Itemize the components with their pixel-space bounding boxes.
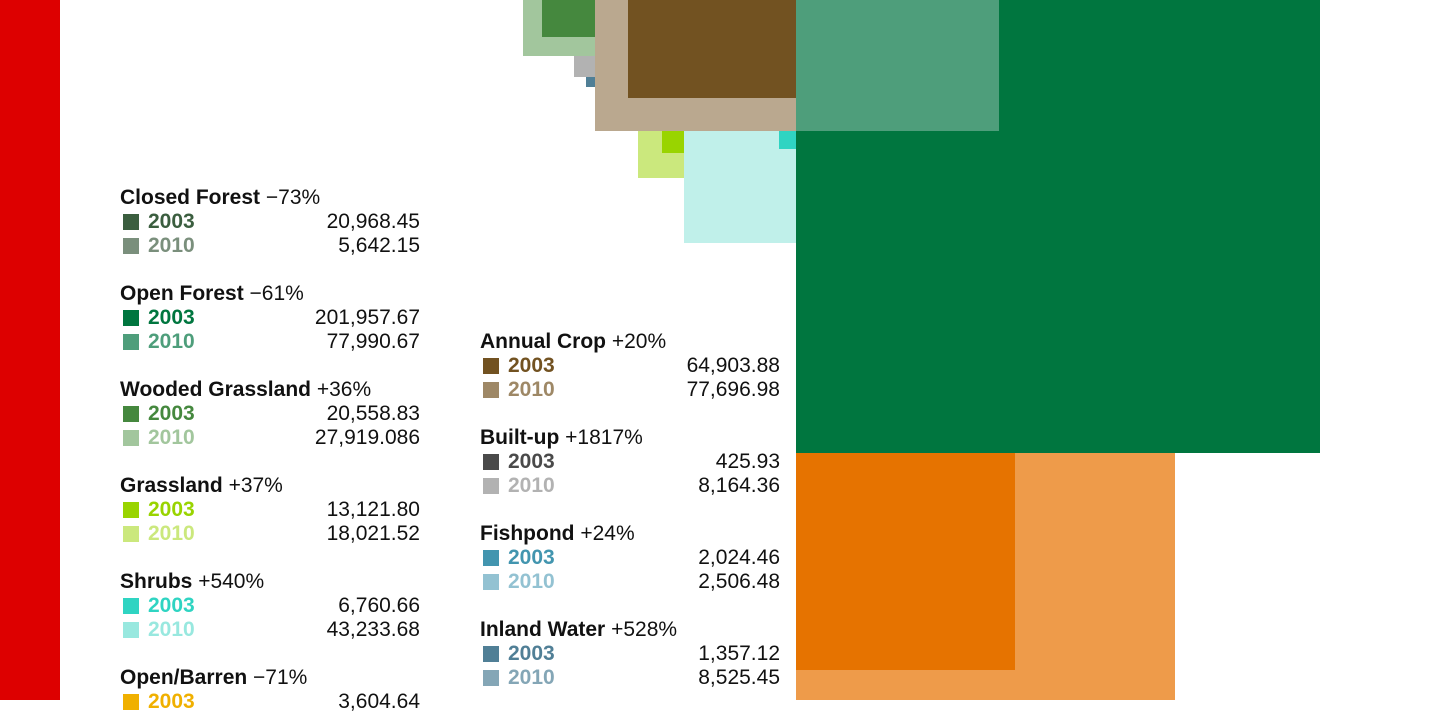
legend-grassland: Grassland +37% 2003 13,121.80 2010 18,021.…	[120, 474, 420, 545]
legend-title: Inland Water +528%	[480, 618, 678, 641]
swatch-2010	[483, 478, 499, 494]
square-annual-crop-2003	[628, 0, 798, 98]
legend-open-barren: Open/Barren −71% 2003 3,604.64	[120, 666, 420, 713]
swatch-2003	[123, 214, 139, 230]
legend-title: Grassland +37%	[120, 474, 283, 497]
legend-annual-crop: Annual Crop +20% 2003 64,903.88 2010 77,69…	[480, 330, 780, 401]
swatch-2003	[123, 502, 139, 518]
square-orange-2003	[796, 453, 1015, 670]
side-color-band	[0, 0, 60, 700]
legend-fishpond: Fishpond +24% 2003 2,024.46 2010 2,506.48	[480, 522, 780, 593]
square-open-forest-2010	[796, 0, 999, 131]
legend-title: Built-up +1817%	[480, 426, 643, 449]
swatch-2010	[123, 622, 139, 638]
square-built-up-2010	[574, 56, 598, 77]
swatch-2010	[123, 238, 139, 254]
legend-wooded-grassland: Wooded Grassland +36% 2003 20,558.83 2010…	[120, 378, 420, 449]
swatch-2003	[123, 694, 139, 710]
legend-closed-forest: Closed Forest −73% 2003 20,968.45 2010 5,6…	[120, 186, 420, 257]
swatch-2010	[123, 334, 139, 350]
legend-shrubs: Shrubs +540% 2003 6,760.66 2010 43,233.68	[120, 570, 420, 641]
square-inland-water	[586, 77, 598, 87]
legend-title: Shrubs +540%	[120, 570, 265, 593]
swatch-2010	[483, 670, 499, 686]
legend-open-forest: Open Forest −61% 2003 201,957.67 2010 77,9…	[120, 282, 420, 353]
swatch-2010	[483, 574, 499, 590]
swatch-2003	[123, 406, 139, 422]
legend-built-up: Built-up +1817% 2003 425.93 2010 8,164.36	[480, 426, 780, 497]
legend-title: Fishpond +24%	[480, 522, 635, 545]
swatch-2010	[483, 382, 499, 398]
legend-inland-water: Inland Water +528% 2003 1,357.12 2010 8,52…	[480, 618, 780, 689]
square-wooded-grassland-2003	[542, 0, 598, 37]
swatch-2003	[483, 646, 499, 662]
swatch-2003	[123, 310, 139, 326]
swatch-2003	[483, 454, 499, 470]
legend-title: Annual Crop +20%	[480, 330, 667, 353]
swatch-2003	[483, 358, 499, 374]
swatch-2003	[483, 550, 499, 566]
swatch-2010	[123, 526, 139, 542]
legend-title: Wooded Grassland +36%	[120, 378, 372, 401]
swatch-2010	[123, 430, 139, 446]
square-shrubs-2003	[779, 131, 798, 149]
square-shrubs-2010	[684, 131, 798, 243]
legend-title: Closed Forest −73%	[120, 186, 321, 209]
legend-title: Open/Barren −71%	[120, 666, 308, 689]
swatch-2003	[123, 598, 139, 614]
legend-title: Open Forest −61%	[120, 282, 304, 305]
square-grassland-2003	[662, 131, 685, 153]
